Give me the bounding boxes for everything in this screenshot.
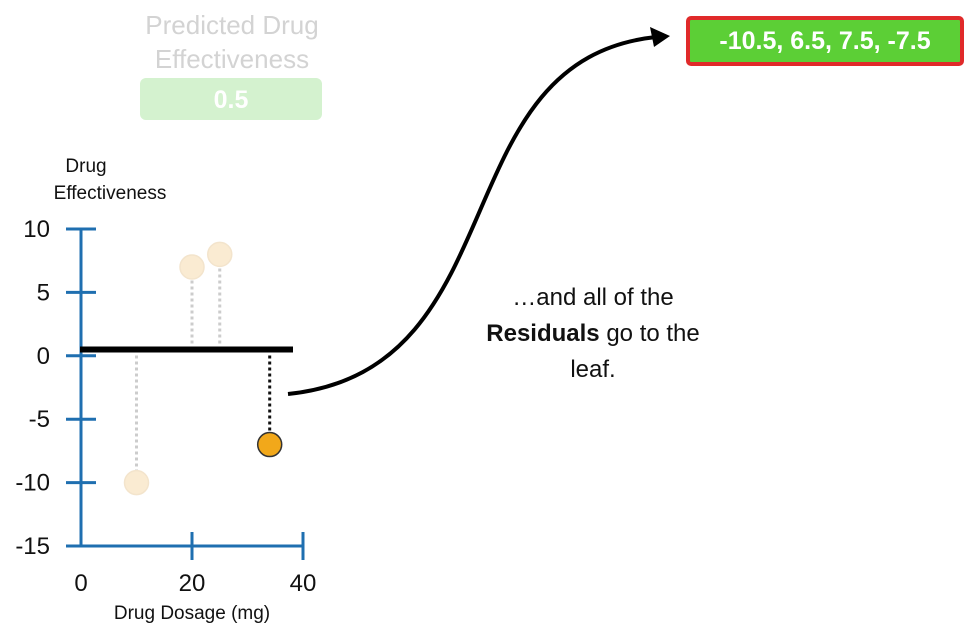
y-tick-label: 10 bbox=[23, 216, 50, 243]
caption-line-1: …and all of the bbox=[512, 284, 674, 311]
x-axis-title: Drug Dosage (mg) bbox=[114, 603, 270, 624]
x-tick-label: 0 bbox=[74, 570, 87, 597]
x-tick-label: 20 bbox=[179, 570, 206, 597]
arrowhead-icon bbox=[650, 27, 670, 47]
data-point bbox=[207, 241, 233, 268]
y-tick-label: -10 bbox=[15, 470, 50, 497]
leaf-residuals-box: -10.5, 6.5, 7.5, -7.5 bbox=[686, 16, 964, 66]
y-axis-title: Effectiveness bbox=[54, 183, 167, 204]
arrow-curve bbox=[287, 35, 657, 396]
caption-residuals-word: Residuals bbox=[486, 320, 600, 347]
x-tick-label: 40 bbox=[290, 570, 317, 597]
caption-line-3: leaf. bbox=[570, 356, 616, 383]
y-tick-label: 5 bbox=[37, 279, 50, 306]
caption-line-2: go to the bbox=[599, 320, 700, 347]
y-tick-label: -5 bbox=[29, 406, 50, 433]
highlighted-data-point bbox=[256, 431, 283, 458]
caption: …and all of the Residuals go to the leaf… bbox=[432, 280, 754, 388]
y-tick-label: 0 bbox=[37, 343, 50, 370]
y-tick-label: -15 bbox=[15, 533, 50, 560]
predicted-value-box: 0.5 bbox=[140, 78, 322, 120]
predicted-effectiveness-title: Predicted Drug Effectiveness bbox=[145, 10, 319, 74]
data-point bbox=[123, 469, 150, 496]
y-axis-title: Drug bbox=[65, 156, 106, 177]
data-point bbox=[179, 254, 205, 280]
